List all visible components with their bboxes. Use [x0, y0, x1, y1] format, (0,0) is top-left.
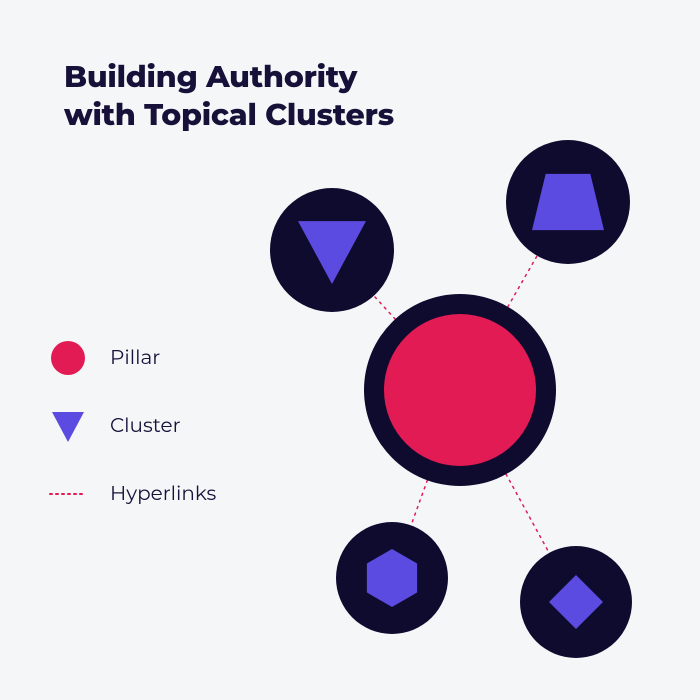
cluster-node-hexagon	[336, 522, 448, 634]
dotted-line-icon	[48, 474, 88, 514]
cluster-node-diamond	[520, 546, 632, 658]
edge-triangle	[374, 296, 395, 319]
cluster-node-triangle	[270, 188, 394, 312]
diagram-svg	[250, 140, 700, 680]
legend-hyperlinks-svg	[48, 474, 88, 514]
legend-row-hyperlinks: Hyperlinks	[48, 474, 216, 514]
legend: Pillar Cluster Hyperlinks	[48, 338, 216, 514]
legend-label-pillar: Pillar	[110, 346, 160, 370]
legend-pillar-svg	[48, 338, 88, 378]
title-line-2: with Topical Clusters	[64, 96, 394, 133]
circle-icon	[48, 338, 88, 378]
edge-diamond	[506, 474, 549, 553]
legend-label-hyperlinks: Hyperlinks	[110, 482, 216, 506]
cluster-node-trapezoid	[506, 140, 630, 264]
cluster-diagram	[250, 140, 700, 680]
pillar-node	[364, 294, 556, 486]
legend-cluster-svg	[48, 406, 88, 446]
edge-hexagon	[411, 480, 427, 525]
title-line-1: Building Authority	[64, 58, 357, 95]
legend-label-cluster: Cluster	[110, 414, 181, 438]
canvas: Building Authority with Topical Clusters…	[0, 0, 700, 700]
legend-row-cluster: Cluster	[48, 406, 216, 446]
triangle-down-icon	[48, 406, 88, 446]
legend-row-pillar: Pillar	[48, 338, 216, 378]
edge-trapezoid	[508, 256, 537, 307]
page-title: Building Authority with Topical Clusters	[64, 58, 394, 133]
